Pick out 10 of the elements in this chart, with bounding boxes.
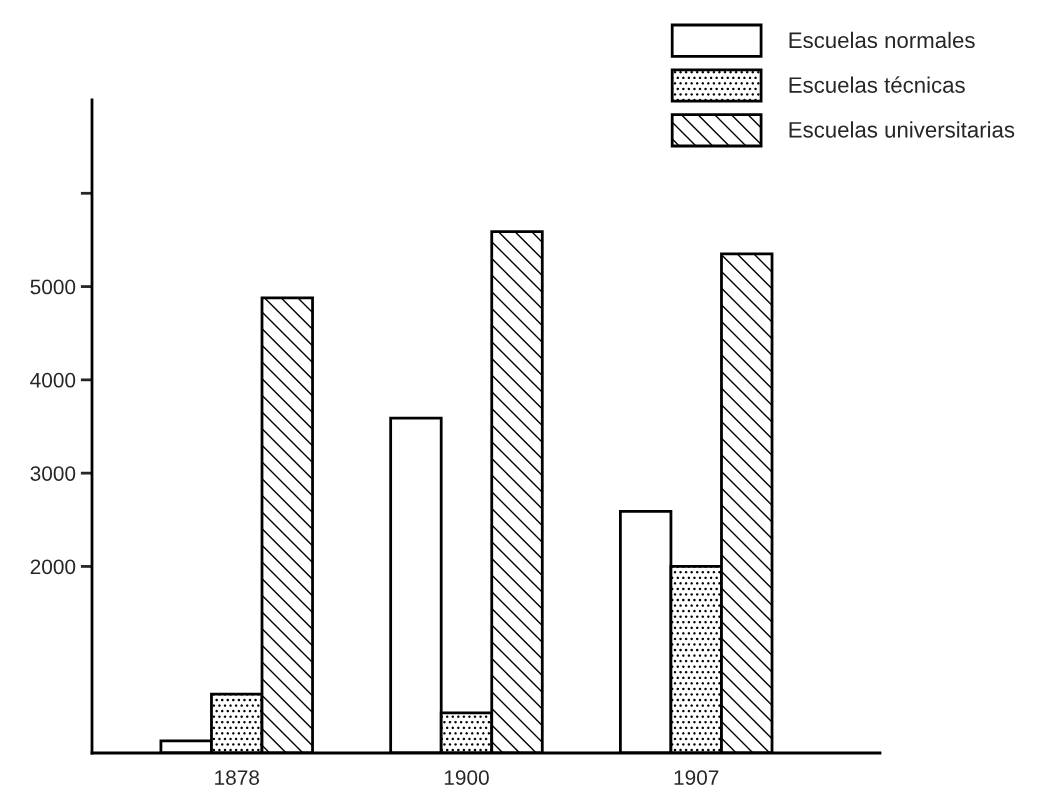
legend-label: Escuelas normales: [789, 31, 975, 49]
legend-label: Escuelas técnicas: [789, 76, 965, 93]
legend-label: Escuelas universitarias: [789, 121, 1015, 138]
y-tick-label: 3000: [30, 466, 76, 481]
x-tick-label: 1907: [674, 770, 719, 785]
y-tick-label: 2000: [30, 559, 76, 575]
x-tick-label: 1878: [215, 770, 259, 785]
y-tick-label: 4000: [30, 372, 76, 388]
y-tick-label: 5000: [30, 279, 76, 295]
x-tick-label: 1900: [444, 770, 489, 785]
